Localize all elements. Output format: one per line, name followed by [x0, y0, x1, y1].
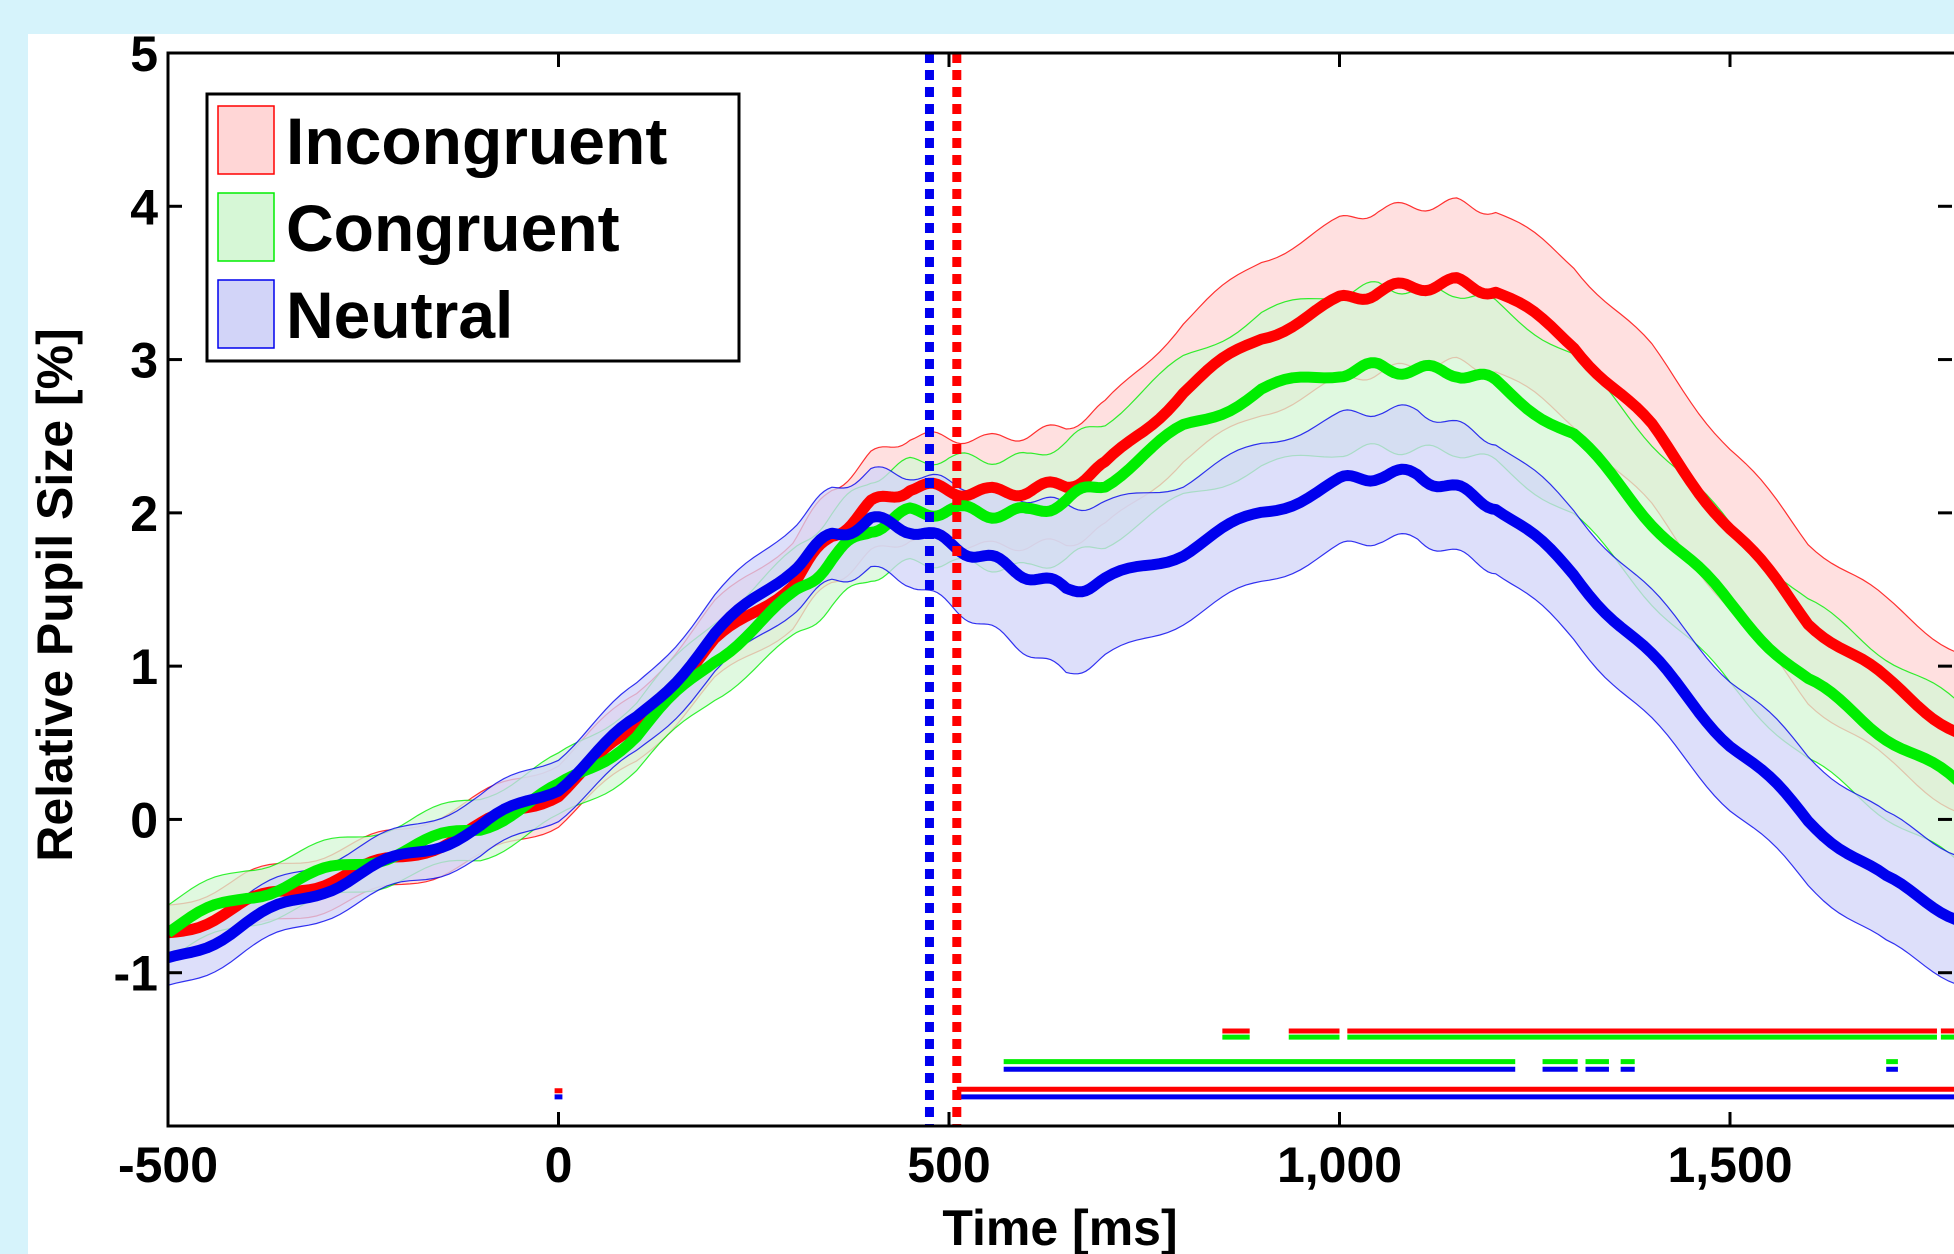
legend: Incongruent Congruent Neutral — [205, 92, 741, 363]
legend-swatch-neutral — [217, 279, 275, 349]
y-axis-label: Relative Pupil Size [%] — [27, 328, 83, 861]
legend-box — [205, 92, 741, 363]
x-tick-label-4: 1,500 — [1667, 1137, 1792, 1193]
x-tick-label-0: -500 — [118, 1137, 218, 1193]
series-lines — [168, 272, 1954, 964]
significance-bars — [554, 1028, 1954, 1100]
legend-label-neutral: Neutral — [286, 278, 513, 352]
y-tick-label-3: 2 — [130, 486, 158, 542]
y-tick-label-1: 0 — [130, 792, 158, 848]
band-upper-neutral — [168, 404, 1954, 931]
onset-markers — [924, 53, 962, 1126]
x-axis-label: Time [ms] — [942, 1200, 1177, 1254]
band-neutral — [168, 404, 1954, 986]
y-tick-label-4: 3 — [130, 333, 158, 389]
x-tick-labels: -500 0 500 1,000 1,500 — [118, 1137, 1793, 1193]
band-lower-neutral — [168, 532, 1954, 986]
y-tick-label-2: 1 — [130, 639, 158, 695]
series-line-incongruent — [168, 272, 1954, 939]
legend-label-congruent: Congruent — [286, 191, 620, 265]
x-tick-label-2: 500 — [907, 1137, 990, 1193]
legend-label-incongruent: Incongruent — [286, 104, 667, 178]
x-tick-label-3: 1,000 — [1277, 1137, 1402, 1193]
axis-ticks — [166, 51, 1952, 1126]
y-tick-label-6: 5 — [130, 26, 158, 82]
y-tick-labels: -1 0 1 2 3 4 5 — [114, 26, 159, 1002]
legend-swatch-congruent — [217, 192, 275, 262]
plot-frame — [166, 51, 1954, 1128]
legend-swatch-incongruent — [217, 105, 275, 175]
x-tick-label-1: 0 — [545, 1137, 573, 1193]
series-line-neutral — [168, 463, 1954, 964]
y-tick-label-0: -1 — [114, 946, 158, 1002]
band-congruent — [168, 281, 1954, 961]
y-tick-label-5: 4 — [130, 179, 158, 235]
